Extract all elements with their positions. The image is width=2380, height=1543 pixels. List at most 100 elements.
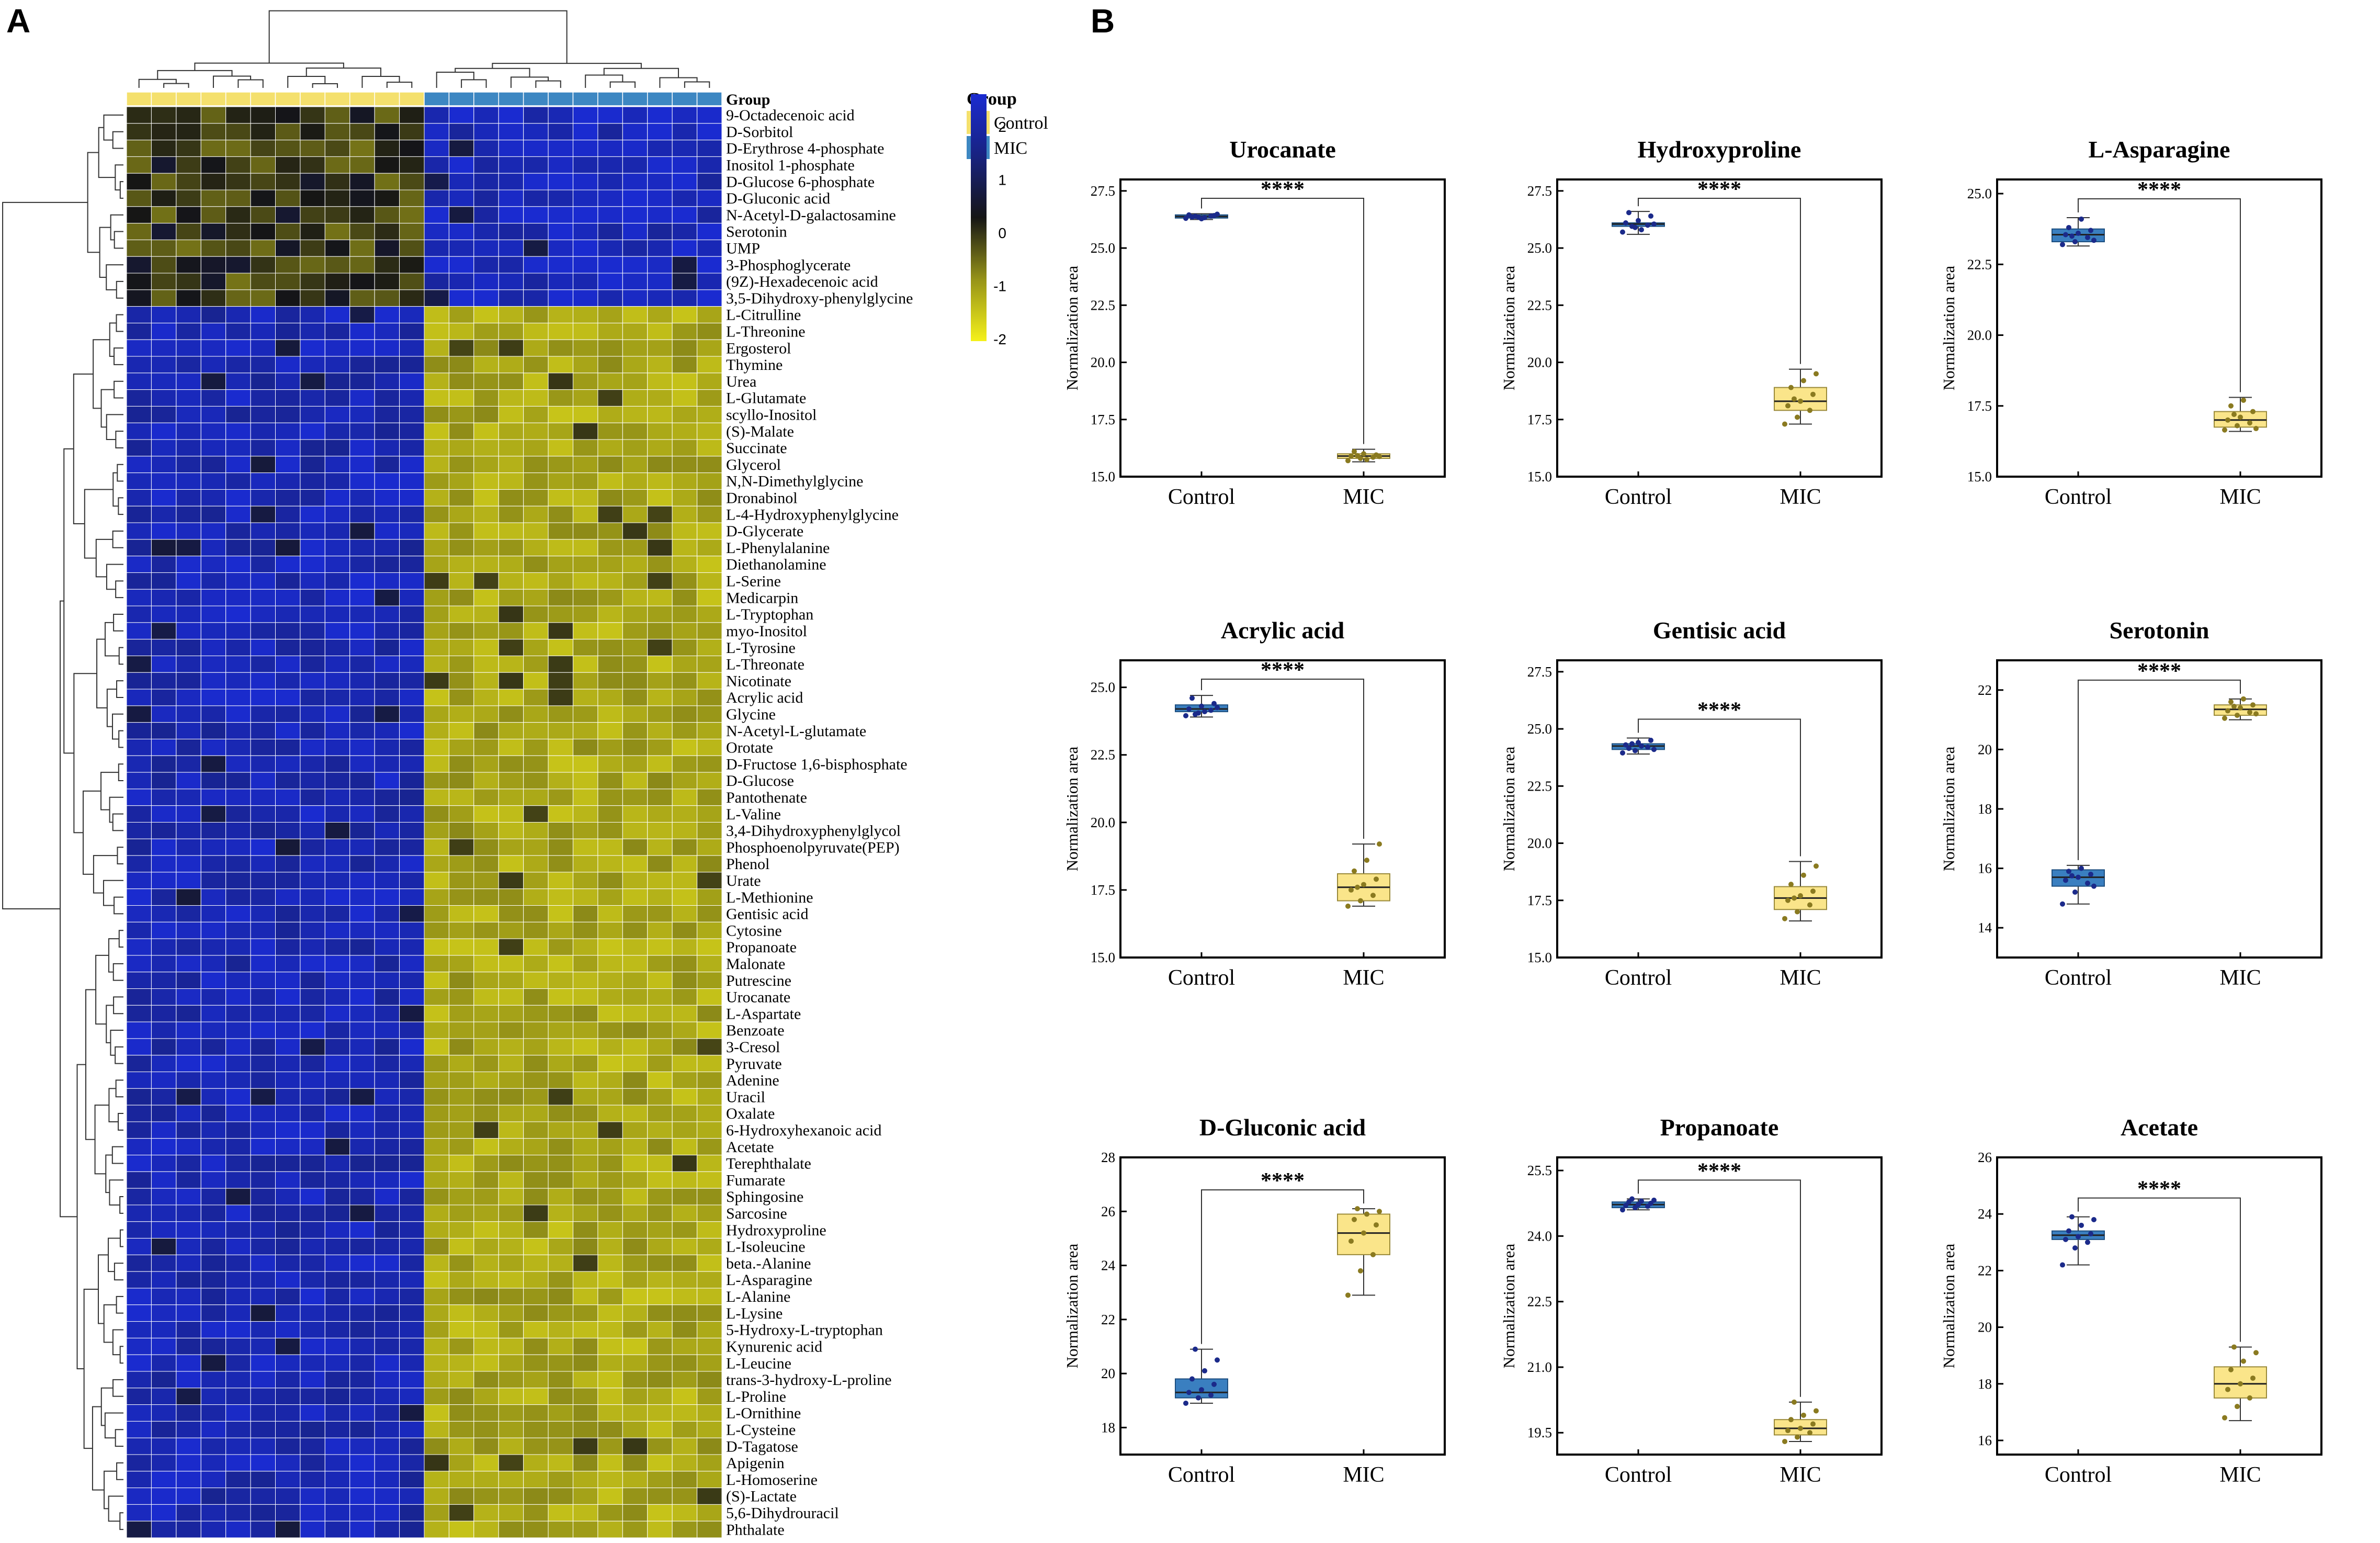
heatmap-cell xyxy=(498,722,524,739)
heatmap-cell xyxy=(349,1005,375,1022)
heatmap-cell xyxy=(597,1421,623,1438)
heatmap-cell xyxy=(399,106,425,124)
heatmap-cell xyxy=(548,938,574,956)
y-axis-label: Normalization area xyxy=(1940,1244,1958,1369)
heatmap-cell xyxy=(647,1437,673,1455)
heatmap-cell xyxy=(573,489,598,506)
heatmap-cell xyxy=(151,373,177,390)
heatmap-cell xyxy=(349,705,375,723)
heatmap-cell xyxy=(399,140,425,157)
heatmap-cell xyxy=(597,123,623,141)
heatmap-cell xyxy=(597,589,623,606)
heatmap-cell xyxy=(126,805,152,823)
heatmap-cell xyxy=(622,1371,648,1389)
heatmap-cell xyxy=(647,1337,673,1355)
heatmap-cell xyxy=(498,306,524,323)
heatmap-cell xyxy=(448,838,474,856)
heatmap-row-label: Inositol 1-phosphate xyxy=(726,156,855,174)
heatmap-cell xyxy=(300,1404,325,1422)
heatmap-cell xyxy=(573,921,598,939)
heatmap-cell xyxy=(498,905,524,922)
heatmap-cell xyxy=(622,1471,648,1489)
heatmap-cell xyxy=(374,1121,400,1139)
heatmap-cell xyxy=(573,722,598,739)
heatmap-cell xyxy=(200,672,226,690)
column-dendrogram-branch xyxy=(455,67,530,77)
column-dendrogram-branch xyxy=(237,79,264,88)
y-tick-label: 22.5 xyxy=(1527,1294,1552,1310)
heatmap-cell xyxy=(374,356,400,374)
heatmap-cell xyxy=(275,1454,301,1472)
heatmap-cell xyxy=(424,189,449,207)
heatmap-cell xyxy=(200,605,226,623)
y-tick-label: 20.0 xyxy=(1527,836,1552,851)
heatmap-cell xyxy=(225,772,251,790)
heatmap-cell xyxy=(324,339,350,357)
heatmap-cell xyxy=(275,1088,301,1106)
heatmap-cell xyxy=(126,622,152,640)
data-point xyxy=(2253,426,2259,432)
heatmap-cell xyxy=(647,1238,673,1255)
heatmap-cell xyxy=(225,456,251,474)
row-dendrogram-branch xyxy=(83,1288,99,1449)
heatmap-cell xyxy=(349,1271,375,1289)
heatmap-cell xyxy=(126,223,152,240)
heatmap-cell xyxy=(250,705,276,723)
heatmap-cell xyxy=(275,489,301,506)
heatmap-legend: Group Control MIC 210-1-2 xyxy=(967,89,1048,347)
heatmap-row-label: D-Sorbitol xyxy=(726,123,793,141)
heatmap-cell xyxy=(225,838,251,856)
heatmap-cell xyxy=(498,223,524,240)
heatmap-cell xyxy=(523,972,549,989)
y-tick-label: 25.0 xyxy=(1527,240,1552,256)
heatmap-cell xyxy=(275,639,301,656)
heatmap-cell xyxy=(300,140,325,157)
heatmap-cell xyxy=(176,1304,201,1322)
heatmap-cell xyxy=(126,1155,152,1172)
heatmap-cell xyxy=(324,1072,350,1089)
heatmap-cell xyxy=(275,189,301,207)
heatmap-cell xyxy=(200,156,226,174)
heatmap-cell xyxy=(622,389,648,407)
heatmap-cell xyxy=(473,156,499,174)
heatmap-cell xyxy=(324,389,350,407)
heatmap-cell xyxy=(349,589,375,606)
heatmap-cell xyxy=(200,1371,226,1389)
heatmap-cell xyxy=(548,988,574,1006)
heatmap-cell xyxy=(349,456,375,474)
heatmap-cell xyxy=(672,1521,698,1538)
heatmap-cell xyxy=(622,639,648,656)
heatmap-row-label: Nicotinate xyxy=(726,672,791,690)
heatmap-cell xyxy=(424,1371,449,1389)
heatmap-cell xyxy=(399,1421,425,1438)
heatmap-cell xyxy=(548,1504,574,1522)
heatmap-cell xyxy=(250,422,276,440)
heatmap-cell xyxy=(250,1304,276,1322)
heatmap-cell xyxy=(697,705,722,723)
heatmap-cell xyxy=(622,905,648,922)
heatmap-cell xyxy=(225,505,251,523)
heatmap-cell xyxy=(399,1471,425,1489)
heatmap-cell xyxy=(548,472,574,490)
heatmap-cell xyxy=(448,955,474,973)
heatmap-cell xyxy=(126,1105,152,1122)
heatmap-cell xyxy=(697,1121,722,1139)
y-tick-label: 20.0 xyxy=(1967,328,1992,343)
heatmap-cell xyxy=(399,1021,425,1039)
heatmap-cell xyxy=(151,1488,177,1505)
heatmap-cell xyxy=(300,1354,325,1372)
heatmap-cell xyxy=(374,805,400,823)
chart-title: Gentisic acid xyxy=(1653,617,1786,644)
heatmap-cell xyxy=(126,722,152,739)
heatmap-cell xyxy=(126,539,152,557)
heatmap-cell xyxy=(548,689,574,706)
heatmap-cell xyxy=(200,189,226,207)
heatmap-cell xyxy=(176,106,201,124)
heatmap-cell xyxy=(126,1254,152,1272)
heatmap-cell xyxy=(548,439,574,457)
heatmap-cell xyxy=(597,539,623,557)
heatmap-cell xyxy=(250,306,276,323)
data-point xyxy=(1810,391,1816,397)
heatmap-cell xyxy=(200,1471,226,1489)
heatmap-cell xyxy=(324,1271,350,1289)
